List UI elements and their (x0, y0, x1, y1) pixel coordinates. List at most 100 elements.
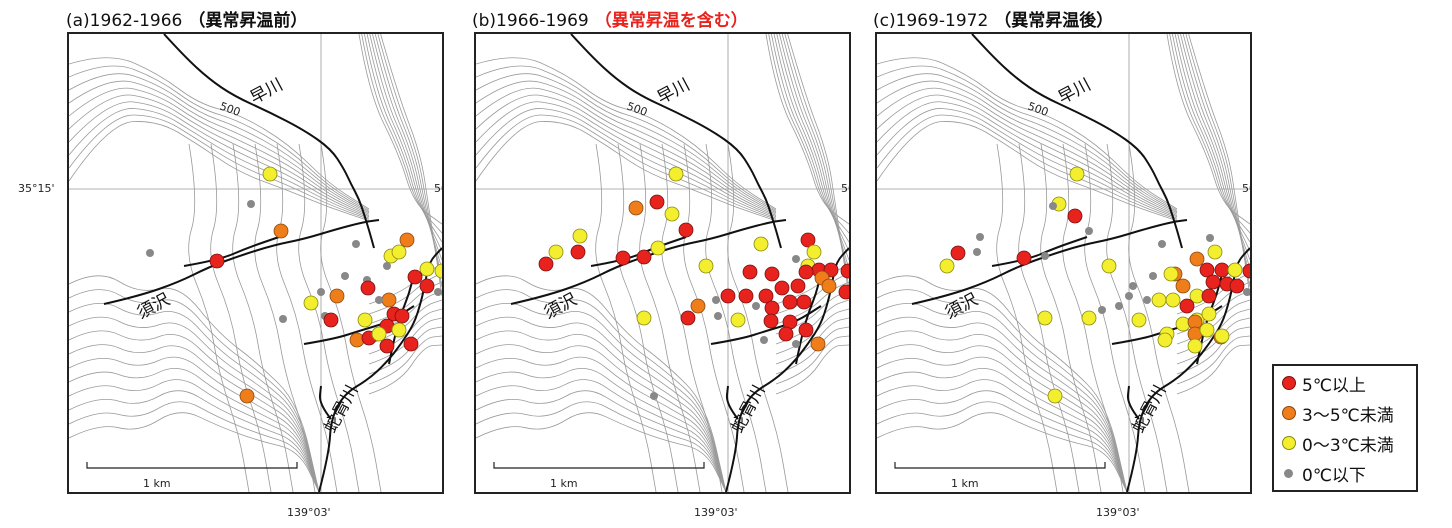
point-red (758, 288, 774, 304)
point-yellow (698, 258, 714, 274)
panel-period-c: (c)1969-1972 (873, 11, 989, 31)
river-sunosawa (103, 219, 380, 305)
point-yellow (1207, 244, 1223, 260)
contour-line (210, 143, 272, 492)
contour-label-500: 500 (1026, 100, 1050, 119)
point-orange (821, 278, 837, 294)
contour-line (1040, 143, 1102, 492)
point-yellow (548, 244, 564, 260)
contour-line (368, 272, 442, 315)
label-jakotsu: 蛇骨川 (1129, 382, 1171, 436)
contour-line (877, 108, 1178, 219)
point-red (1199, 262, 1215, 278)
point-orange (628, 200, 644, 216)
contour-line (476, 316, 727, 492)
point-yellow (1214, 328, 1230, 344)
longitude-label-a: 139°03' (287, 506, 331, 519)
point-orange (329, 288, 345, 304)
point-gray (1085, 227, 1093, 235)
scale-bar (86, 462, 298, 469)
river-tributary (991, 236, 1088, 267)
contour-line (69, 80, 370, 214)
contour-line (69, 101, 370, 218)
contour-line (771, 34, 849, 243)
contour-line (877, 65, 1178, 211)
river-jakotsu-west (725, 385, 739, 420)
contour-line (877, 114, 1178, 220)
river-jakotsu-west (1126, 385, 1140, 420)
contour-line (1106, 143, 1168, 492)
point-red (764, 300, 780, 316)
point-gray (1129, 282, 1137, 290)
point-yellow (262, 166, 278, 182)
contour-line (1185, 34, 1250, 288)
point-yellow (1187, 338, 1203, 354)
contour-line (877, 289, 1128, 492)
contour-line (784, 34, 849, 288)
point-gray (375, 296, 383, 304)
point-gray (1143, 296, 1151, 304)
point-red (1205, 274, 1221, 290)
contour-line (69, 316, 320, 492)
contour-line (368, 344, 442, 395)
river-hayakawa (163, 34, 375, 249)
point-yellow (1227, 262, 1243, 278)
latitude-label: 35°15' (18, 182, 55, 195)
river-hayakawa (971, 34, 1183, 249)
contour-line (476, 57, 777, 210)
contour-line (877, 94, 1178, 216)
point-gray (1125, 292, 1133, 300)
map-svg-b: 早川須沢蛇骨川500501 km (476, 34, 849, 492)
point-yellow (664, 206, 680, 222)
contour-line (705, 143, 767, 492)
point-red (403, 336, 419, 352)
river-sunosawa (911, 219, 1188, 305)
point-yellow (371, 326, 387, 342)
contour-line (372, 34, 442, 270)
contour-line (877, 330, 1128, 492)
point-red (742, 264, 758, 280)
scale-label: 1 km (143, 477, 171, 490)
contour-line (1172, 34, 1250, 243)
contour-line (1169, 34, 1250, 234)
contour-line (69, 330, 320, 492)
contour-line (69, 65, 370, 211)
point-gray (973, 248, 981, 256)
contour-line (1128, 143, 1190, 492)
legend-item-red: 5℃以上 (1282, 370, 1366, 396)
point-red (950, 245, 966, 261)
contour-line (1176, 335, 1250, 385)
contour-line (877, 87, 1178, 215)
panel-period-a: (a)1962-1966 (66, 11, 183, 31)
point-gray (1049, 202, 1057, 210)
point-gray (352, 240, 360, 248)
contour-line (1177, 34, 1250, 261)
panel-title-b: (b)1966-1969 （異常昇温を含む） (472, 6, 748, 31)
contour-line (877, 73, 1178, 212)
point-red (649, 194, 665, 210)
panel-title-c: (c)1969-1972 （異常昇温後） (873, 6, 1113, 31)
legend-swatch-orange (1282, 406, 1296, 420)
contour-line (380, 34, 442, 297)
contour-line (358, 34, 442, 225)
contour-line (69, 121, 370, 222)
point-red (1229, 278, 1245, 294)
point-yellow (1157, 332, 1173, 348)
contour-line (69, 289, 320, 492)
contour-line (877, 379, 1128, 492)
point-red (360, 280, 376, 296)
point-gray (317, 288, 325, 296)
contour-line (69, 412, 320, 492)
point-yellow (1201, 306, 1217, 322)
contour-line (368, 299, 442, 345)
label-hayakawa: 早川 (1055, 75, 1094, 109)
point-red (538, 256, 554, 272)
point-orange (1189, 251, 1205, 267)
contour-line (775, 335, 849, 385)
point-gray (341, 272, 349, 280)
point-gray (1158, 240, 1166, 248)
point-yellow (939, 258, 955, 274)
contour-line (364, 34, 442, 243)
point-orange (381, 292, 397, 308)
contour-line (773, 34, 849, 252)
